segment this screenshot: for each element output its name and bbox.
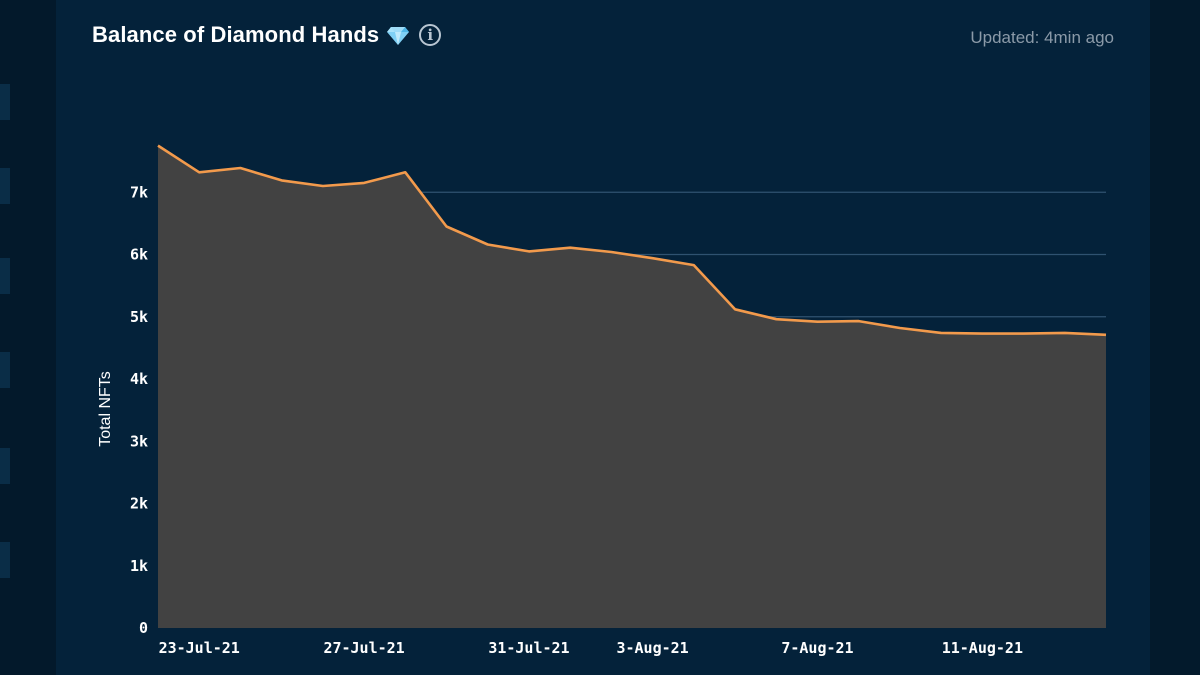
sidebar-tab-marker: [0, 448, 10, 484]
left-sidebar-edge: [0, 0, 56, 675]
data-point: [567, 245, 573, 251]
data-point: [361, 180, 367, 186]
x-tick-label: 23-Jul-21: [159, 639, 240, 657]
data-point: [444, 223, 450, 229]
data-point: [979, 331, 985, 337]
chart-title: Balance of Diamond Hands: [92, 22, 380, 47]
sidebar-tab-marker: [0, 542, 10, 578]
data-point: [650, 255, 656, 261]
data-point: [196, 169, 202, 175]
y-axis-label: Total NFTs: [97, 371, 114, 447]
right-edge: [1150, 0, 1200, 675]
data-point: [732, 306, 738, 312]
data-point: [1062, 330, 1068, 336]
x-tick-label: 11-Aug-21: [942, 639, 1023, 657]
data-point: [485, 242, 491, 248]
data-point: [691, 262, 697, 268]
y-axis-ticks: 0 1k 2k 3k 4k 5k 6k 7k: [130, 183, 148, 637]
data-point: [608, 249, 614, 255]
y-tick-label: 5k: [130, 308, 148, 326]
y-tick-label: 2k: [130, 495, 148, 513]
updated-timestamp: Updated: 4min ago: [970, 28, 1114, 47]
area-fill: [158, 145, 1106, 628]
data-point: [237, 165, 243, 171]
data-point: [402, 169, 408, 175]
x-tick-label: 7-Aug-21: [781, 639, 853, 657]
sidebar-tab-marker: [0, 84, 10, 120]
data-point: [320, 183, 326, 189]
sidebar-tab-marker: [0, 168, 10, 204]
y-tick-label: 0: [139, 619, 148, 637]
y-tick-label: 7k: [130, 183, 148, 201]
info-icon[interactable]: i: [419, 24, 442, 46]
data-point: [1021, 331, 1027, 337]
sidebar-tab-marker: [0, 352, 10, 388]
data-point: [1103, 332, 1109, 338]
data-point: [279, 177, 285, 183]
data-point: [773, 316, 779, 322]
data-point: [938, 330, 944, 336]
data-point: [526, 248, 532, 254]
data-point: [897, 325, 903, 331]
data-point: [814, 319, 820, 325]
chart-title-row: Balance of Diamond Hands i: [92, 22, 442, 48]
x-axis-ticks: 23-Jul-21 27-Jul-21 31-Jul-21 3-Aug-21 7-Aug…: [159, 639, 1023, 657]
data-point: [155, 143, 161, 149]
sidebar-tab-marker: [0, 258, 10, 294]
y-tick-label: 1k: [130, 557, 148, 575]
gem-icon: [387, 27, 410, 45]
x-tick-label: 3-Aug-21: [616, 639, 688, 657]
data-point: [856, 318, 862, 324]
y-tick-label: 4k: [130, 370, 148, 388]
y-tick-label: 3k: [130, 432, 148, 450]
x-tick-label: 31-Jul-21: [488, 639, 569, 657]
series-line: [157, 144, 1107, 337]
x-tick-label: 27-Jul-21: [323, 639, 404, 657]
y-tick-label: 6k: [130, 246, 148, 264]
